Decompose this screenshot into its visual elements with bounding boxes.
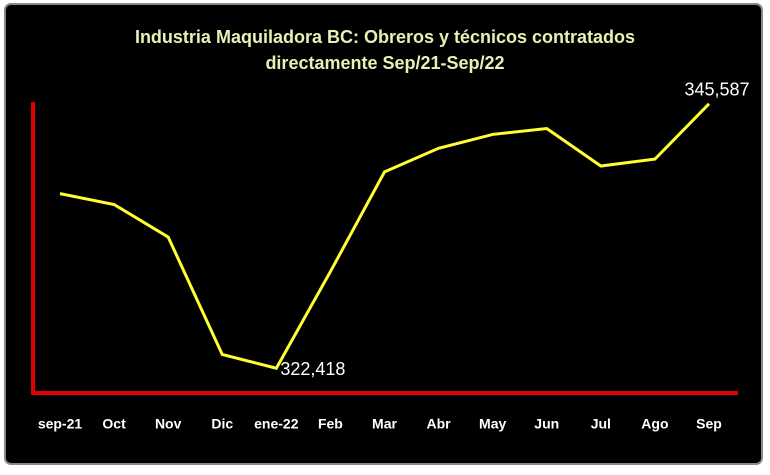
x-tick-label: May bbox=[479, 416, 506, 432]
chart-title: directamente Sep/21-Sep/22 bbox=[265, 53, 504, 73]
x-tick-label: Jul bbox=[591, 416, 611, 432]
x-tick-label: ene-22 bbox=[254, 416, 299, 432]
chart-background bbox=[4, 3, 763, 465]
x-tick-label: Abr bbox=[427, 416, 452, 432]
chart-title: Industria Maquiladora BC: Obreros y técn… bbox=[135, 27, 635, 47]
x-tick-label: sep-21 bbox=[38, 416, 83, 432]
x-tick-label: Sep bbox=[696, 416, 722, 432]
x-tick-label: Oct bbox=[102, 416, 126, 432]
x-tick-label: Ago bbox=[641, 416, 668, 432]
x-tick-label: Nov bbox=[155, 416, 182, 432]
x-tick-label: Dic bbox=[211, 416, 233, 432]
x-tick-label: Mar bbox=[372, 416, 397, 432]
x-tick-label: Feb bbox=[318, 416, 343, 432]
line bbox=[59, 102, 711, 370]
data-label: 322,418 bbox=[280, 359, 345, 379]
x-tick-label: Jun bbox=[534, 416, 559, 432]
data-label: 345,587 bbox=[684, 80, 749, 100]
